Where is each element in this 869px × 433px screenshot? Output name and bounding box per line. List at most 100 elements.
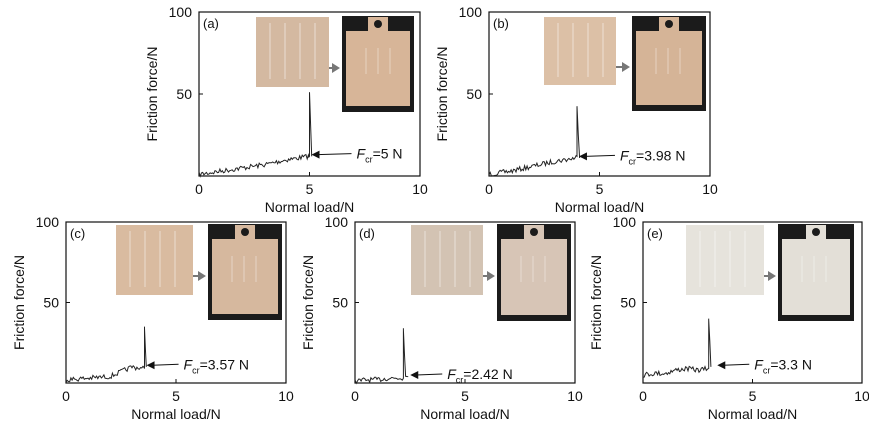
annotation-arrow-head xyxy=(311,150,320,159)
fcr-value: =5 N xyxy=(373,146,403,162)
arrow-right-icon-head xyxy=(198,271,206,281)
specimen-plate xyxy=(501,239,567,315)
scratch-closeup-photo xyxy=(256,17,329,87)
chart-panel-d: 0 5 10 50 100 Normal load/N Friction force/N (d… xyxy=(300,214,583,422)
annotation-arrow-head xyxy=(578,152,587,161)
fcr-symbol: F xyxy=(184,356,194,372)
y-axis-title: Friction force/N xyxy=(434,47,450,142)
scratch-closeup-photo xyxy=(116,225,193,295)
x-tick-label: 5 xyxy=(461,388,469,404)
critical-load-label: Fcr=5 N xyxy=(357,146,403,165)
y-tick-label: 50 xyxy=(332,295,348,311)
x-axis-title: Normal load/N xyxy=(265,199,354,215)
x-tick-label: 0 xyxy=(639,388,647,404)
y-tick-label: 50 xyxy=(176,86,192,102)
annotation-arrow-head xyxy=(410,370,419,379)
annotation-arrow-line xyxy=(584,154,615,157)
x-tick-label: 10 xyxy=(567,388,583,404)
x-axis-title: Normal load/N xyxy=(131,406,220,422)
fcr-symbol: F xyxy=(754,356,764,372)
annotation-arrow-line xyxy=(317,153,352,156)
critical-load-label: Fcr=3.3 N xyxy=(754,356,812,375)
x-tick-label: 5 xyxy=(306,181,314,197)
x-axis-title: Normal load/N xyxy=(555,199,644,215)
friction-trace xyxy=(65,326,147,383)
critical-load-label: Fcr=3.57 N xyxy=(184,356,250,375)
scratch-closeup-photo xyxy=(686,225,764,295)
arrow-right-icon-head xyxy=(487,271,495,281)
chart-panel-b: 0 5 10 50 100 Normal load/N Friction force/N (b… xyxy=(434,4,718,215)
y-axis-title: Friction force/N xyxy=(144,47,160,142)
y-tick-label: 50 xyxy=(466,86,482,102)
critical-load-label: Fcr=2.42 N xyxy=(447,366,513,385)
annotation-arrow-line xyxy=(723,363,750,366)
friction-trace xyxy=(642,318,712,378)
x-axis-title: Normal load/N xyxy=(708,406,797,422)
specimen-hole xyxy=(812,228,820,236)
panel-label: (e) xyxy=(647,226,663,241)
friction-trace xyxy=(198,92,313,178)
y-tick-label: 100 xyxy=(613,214,637,230)
x-axis-title: Normal load/N xyxy=(420,406,509,422)
specimen-plate xyxy=(346,31,410,106)
fcr-symbol: F xyxy=(357,146,367,162)
x-tick-label: 0 xyxy=(351,388,359,404)
y-tick-label: 100 xyxy=(169,4,193,20)
friction-trace xyxy=(488,106,581,177)
specimen-plate xyxy=(782,239,850,315)
fcr-value: =3.57 N xyxy=(200,356,249,372)
scratch-closeup-photo xyxy=(544,17,616,85)
x-tick-label: 10 xyxy=(702,181,718,197)
y-tick-label: 50 xyxy=(43,295,59,311)
y-tick-label: 100 xyxy=(325,214,349,230)
annotation-arrow-head xyxy=(717,361,726,370)
x-tick-label: 10 xyxy=(854,388,869,404)
y-axis-title: Friction force/N xyxy=(588,255,604,350)
panel-label: (a) xyxy=(203,16,219,31)
critical-load-label: Fcr=3.98 N xyxy=(620,147,686,166)
chart-panel-a: 0 5 10 50 100 Normal load/N Friction force/N (a… xyxy=(144,4,428,215)
y-axis-title: Friction force/N xyxy=(11,255,27,350)
specimen-hole xyxy=(530,228,538,236)
x-tick-label: 0 xyxy=(62,388,70,404)
arrow-right-icon-head xyxy=(622,62,630,72)
fcr-subscript: cr xyxy=(763,365,771,375)
fcr-subscript: cr xyxy=(629,156,637,166)
y-tick-label: 100 xyxy=(459,4,483,20)
fcr-value: =2.42 N xyxy=(463,366,512,382)
specimen-plate xyxy=(212,239,278,314)
x-tick-label: 0 xyxy=(195,181,203,197)
arrow-right-icon-head xyxy=(332,63,340,73)
chart-panel-c: 0 5 10 50 100 Normal load/N Friction force/N (c… xyxy=(11,214,294,422)
specimen-hole xyxy=(374,20,382,28)
x-tick-label: 5 xyxy=(749,388,757,404)
arrow-right-icon-head xyxy=(768,271,776,281)
specimen-hole xyxy=(241,228,249,236)
x-tick-label: 10 xyxy=(412,181,428,197)
fcr-subscript: cr xyxy=(192,365,200,375)
x-tick-label: 0 xyxy=(485,181,493,197)
chart-panel-e: 0 5 10 50 100 Normal load/N Friction force/N (e… xyxy=(588,214,869,422)
annotation-arrow-head xyxy=(146,361,155,370)
specimen-hole xyxy=(665,20,673,28)
friction-trace xyxy=(354,328,409,385)
scratch-closeup-photo xyxy=(411,225,483,295)
panel-label: (b) xyxy=(493,16,509,31)
y-tick-label: 50 xyxy=(620,295,636,311)
fcr-subscript: cr xyxy=(456,375,464,385)
fcr-value: =3.3 N xyxy=(770,356,812,372)
annotation-arrow-line xyxy=(152,363,179,366)
fcr-value: =3.98 N xyxy=(636,147,685,163)
x-tick-label: 10 xyxy=(278,388,294,404)
annotation-arrow-line xyxy=(416,373,443,376)
x-tick-label: 5 xyxy=(172,388,180,404)
panel-label: (c) xyxy=(70,226,85,241)
specimen-plate xyxy=(636,31,702,105)
fcr-symbol: F xyxy=(447,366,457,382)
y-axis-title: Friction force/N xyxy=(300,255,316,350)
fcr-subscript: cr xyxy=(365,155,373,165)
fcr-symbol: F xyxy=(620,147,630,163)
x-tick-label: 5 xyxy=(596,181,604,197)
panel-label: (d) xyxy=(359,226,375,241)
